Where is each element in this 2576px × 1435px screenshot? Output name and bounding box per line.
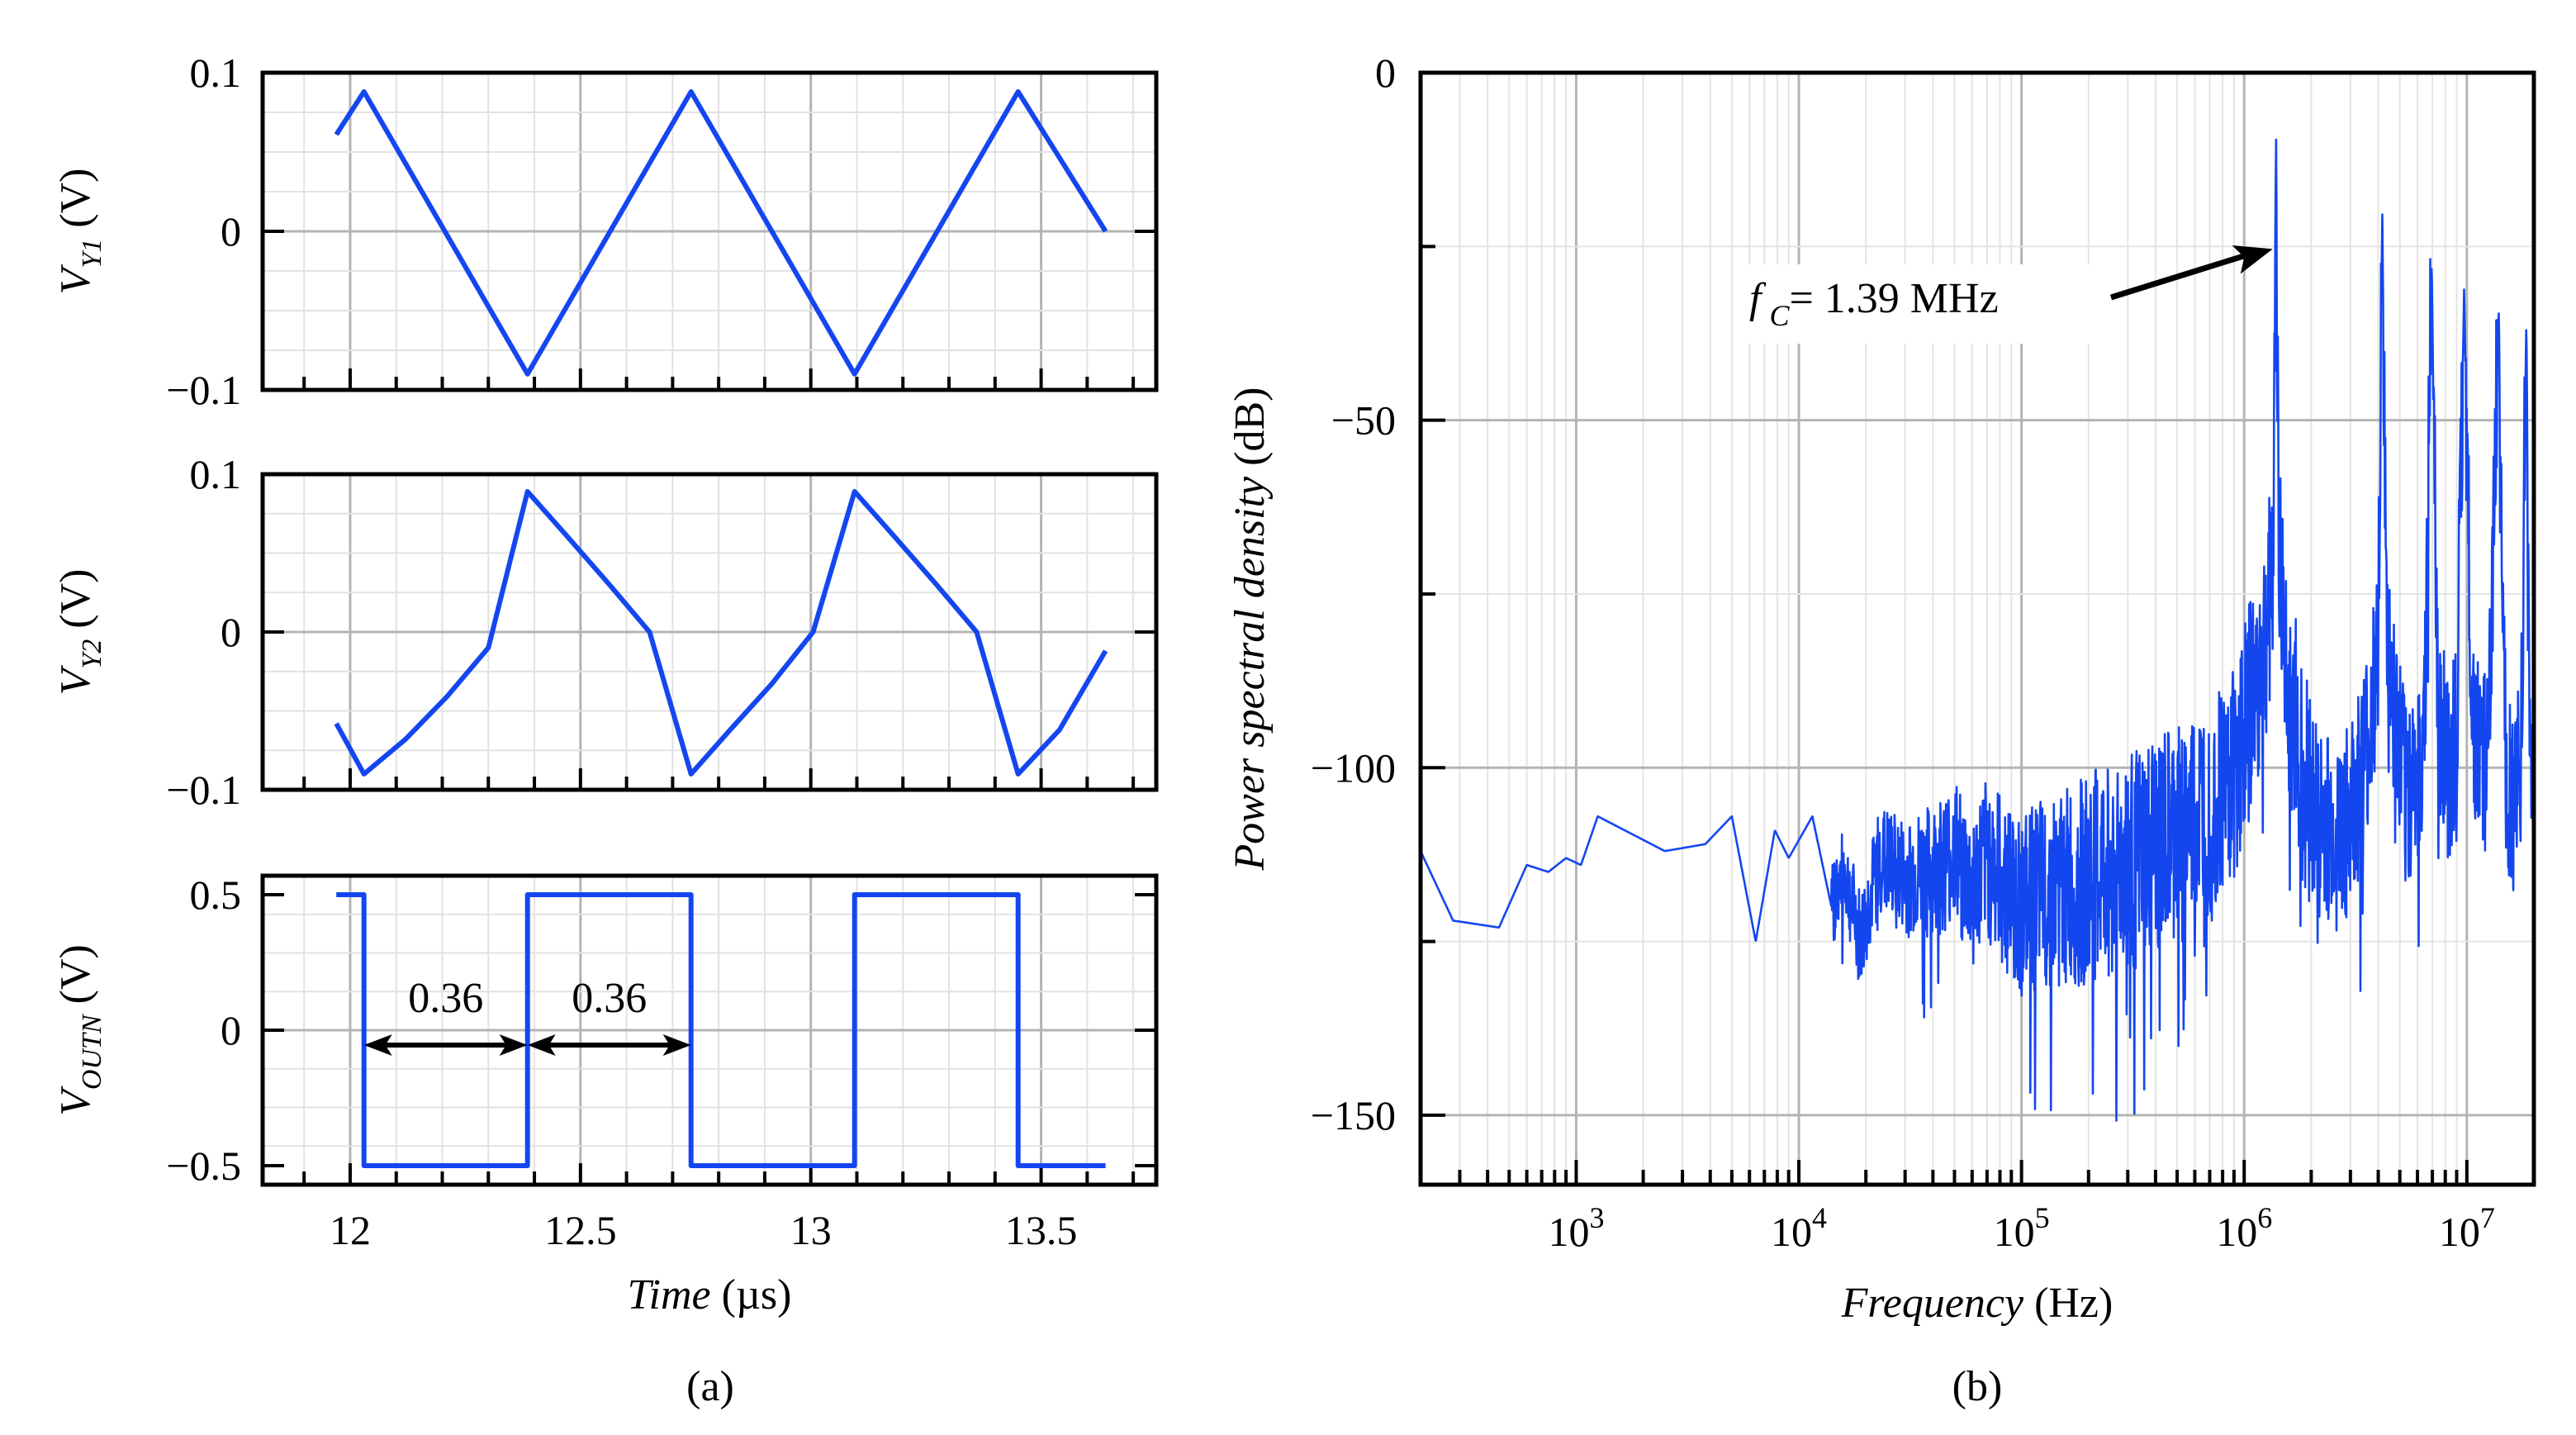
psd-y-axis-title: Power spectral density (dB): [1226, 387, 1274, 872]
psd-plot: 0 −50 −100 −150 103 104 105 106 107 f C= 1.39 MHz…: [1226, 50, 2536, 1327]
vy2-plot: 0.1 0 −0.1 VY2 (V): [52, 451, 1159, 813]
vy2-tick-labels: 0.1 0 −0.1: [166, 451, 241, 813]
psd-y-tick-label: −100: [1311, 744, 1396, 791]
psd-ticks: [1419, 71, 2536, 1185]
vout-annotation-arrowhead-left: [363, 1034, 392, 1056]
vy2-y-axis-title: VY2 (V): [52, 569, 107, 696]
psd-plot-frame: [1418, 70, 2536, 1187]
vout-annotation-arrowhead-right: [499, 1034, 528, 1056]
vy1-series-line: [334, 89, 1108, 377]
vout-y-tick-label: −0.5: [166, 1143, 241, 1189]
vy2-ticks: [263, 473, 1156, 791]
vy2-grid: [263, 474, 1156, 790]
vout-y-axis-title: VOUTN (V): [52, 944, 107, 1116]
vout-y-tick-label: 0.5: [190, 872, 242, 918]
psd-x-tick-label: 103: [1548, 1201, 1604, 1255]
vy1-grid: [263, 73, 1156, 390]
vy1-y-tick-label: 0.1: [190, 50, 242, 96]
vout-annotation-label: 0.36: [408, 975, 483, 1022]
vout-annotation-arrowhead-right: [662, 1034, 691, 1056]
vy1-plot: 0.1 0 −0.1 VY1 (V): [52, 50, 1159, 413]
vout-x-tick-label: 13.5: [1005, 1207, 1078, 1253]
psd-annotations: f C= 1.39 MHz: [1741, 245, 2273, 344]
vout-x-tick-label: 12: [330, 1207, 371, 1253]
vy1-y-tick-label: −0.1: [166, 367, 241, 413]
psd-annotation-arrowhead: [2232, 245, 2273, 274]
vy2-plot-frame: [260, 472, 1159, 792]
vout-x-tick-label: 12.5: [544, 1207, 617, 1253]
vout-grid: [263, 876, 1156, 1185]
psd-x-tick-label: 106: [2216, 1201, 2272, 1255]
vout-series-line: [336, 892, 1106, 1168]
vout-y-tick-label: 0: [221, 1007, 241, 1053]
psd-x-tick-label: 104: [1771, 1201, 1827, 1255]
vy2-y-tick-label: −0.1: [166, 767, 241, 813]
psd-y-tick-label: −50: [1331, 397, 1396, 444]
psd-x-axis-title: Frequency (Hz): [1841, 1280, 2113, 1327]
psd-x-tick-label: 105: [1994, 1201, 2050, 1255]
psd-grid: [1420, 73, 2535, 1185]
vout-ticks: [263, 892, 1156, 1185]
vy1-y-tick-label: 0: [221, 208, 241, 254]
psd-series-line: [1419, 138, 2536, 1122]
vout-annotation-arrowhead-left: [527, 1034, 556, 1056]
vout-plot: 0.50−0.512 12.5 13 13.5 0.36 0.36 VOUTN (V) …: [52, 872, 1159, 1319]
psd-y-tick-label: 0: [1375, 50, 1396, 96]
panel-label-a: (a): [686, 1363, 734, 1410]
psd-annotation-bg: [1741, 264, 2098, 344]
vy1-tick-labels: 0.1 0 −0.1: [166, 50, 241, 413]
vout-annotation-label: 0.36: [572, 975, 647, 1022]
psd-tick-labels: 0 −50 −100 −150 103 104 105 106 107: [1311, 50, 2495, 1255]
vout-annotations: 0.36 0.36: [363, 975, 691, 1056]
psd-y-tick-label: −150: [1311, 1092, 1396, 1138]
vout-x-tick-label: 13: [790, 1207, 832, 1253]
psd-annotation-arrow-shaft: [2109, 251, 2249, 301]
vy2-series-line: [334, 489, 1108, 777]
vy1-y-axis-title: VY1 (V): [52, 169, 107, 295]
vy2-y-tick-label: 0: [221, 609, 241, 655]
vout-x-axis-title: Time (µs): [628, 1271, 792, 1319]
vy1-plot-frame: [260, 70, 1159, 392]
panel-label-b: (b): [1952, 1363, 2003, 1410]
vout-tick-labels: 0.5 0 −0.5 12 12.5 13 13.5: [166, 872, 1077, 1253]
psd-x-tick-label: 107: [2439, 1201, 2495, 1255]
vout-plot-frame: [260, 873, 1159, 1187]
vy2-y-tick-label: 0.1: [190, 451, 242, 497]
